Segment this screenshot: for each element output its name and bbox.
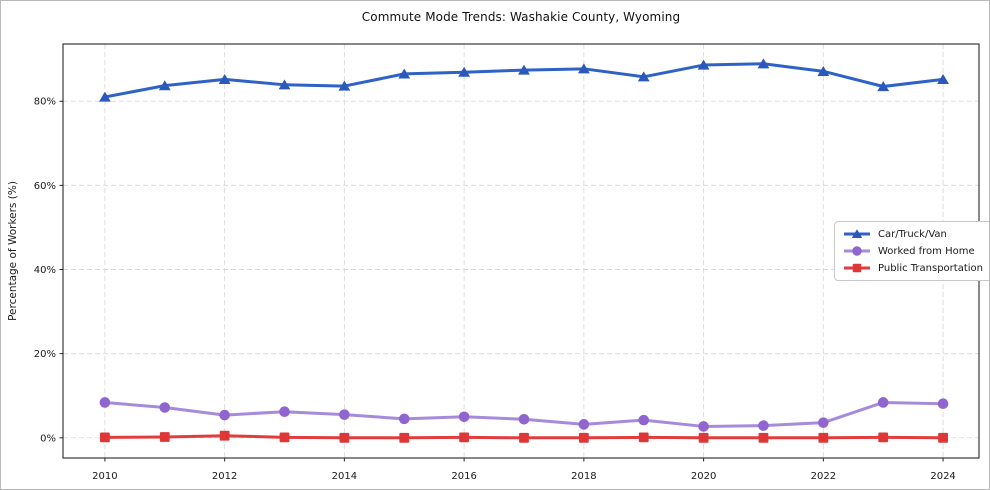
worked-from-home-legend-marker <box>844 246 870 256</box>
y-tick-label: 80% <box>34 97 56 108</box>
legend-label: Worked from Home <box>878 245 975 257</box>
legend: Car/Truck/Van Worked from Home Public Tran… <box>834 221 989 281</box>
x-tick-label: 2010 <box>92 471 117 482</box>
car-truck-van-markers <box>99 58 949 102</box>
gridlines <box>63 44 979 458</box>
worked-from-home-markers <box>99 397 949 432</box>
series-public-transportation <box>100 430 948 443</box>
legend-item-car-truck-van: Car/Truck/Van <box>842 227 983 241</box>
y-axis-label: Percentage of Workers (%) <box>7 181 19 321</box>
y-tick-label: 40% <box>34 265 56 276</box>
y-tick-label: 60% <box>34 181 56 192</box>
legend-label: Public Transportation <box>878 262 983 274</box>
legend-label: Car/Truck/Van <box>878 228 947 240</box>
axis-ticks: 0% 20% 40% 60% 80% 2010 2012 2014 2016 2018 2020 20… <box>34 97 956 482</box>
series-car-truck-van <box>99 58 949 102</box>
public-transportation-legend-marker <box>844 263 870 273</box>
y-tick-label: 0% <box>40 433 56 444</box>
legend-item-worked-from-home: Worked from Home <box>842 244 983 258</box>
x-tick-label: 2022 <box>811 471 836 482</box>
chart-title: Commute Mode Trends: Washakie County, Wy… <box>361 10 681 24</box>
public-transportation-markers <box>100 430 948 443</box>
x-tick-label: 2014 <box>332 471 357 482</box>
x-tick-label: 2020 <box>691 471 716 482</box>
series-worked-from-home <box>99 397 949 432</box>
y-tick-label: 20% <box>34 349 56 360</box>
legend-item-public-transportation: Public Transportation <box>842 261 983 275</box>
x-tick-label: 2012 <box>212 471 237 482</box>
car-truck-van-legend-marker <box>844 229 870 238</box>
x-tick-label: 2018 <box>571 471 596 482</box>
x-tick-label: 2016 <box>451 471 476 482</box>
x-tick-label: 2024 <box>930 471 955 482</box>
